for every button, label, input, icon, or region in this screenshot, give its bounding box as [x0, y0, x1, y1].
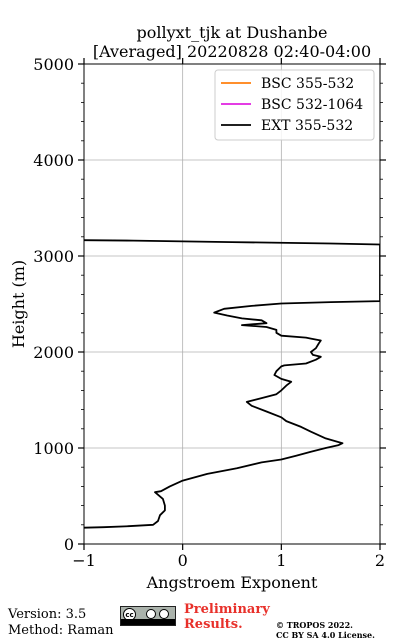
y-tick-label: 5000: [33, 55, 74, 74]
legend-label-0: BSC 355-532: [261, 76, 354, 92]
version-text: Version: 3.5: [8, 607, 87, 622]
x-tick-label: 2: [375, 551, 385, 570]
y-tick-label: 1000: [33, 439, 74, 458]
copyright-line2: CC BY SA 4.0 License.: [276, 630, 375, 640]
preliminary-line2: Results.: [184, 617, 243, 632]
x-axis-label: Angstroem Exponent: [146, 573, 318, 592]
copyright-line1: © TROPOS 2022.: [276, 620, 353, 630]
preliminary-line1: Preliminary: [184, 602, 270, 617]
copyright-note: © TROPOS 2022. CC BY SA 4.0 License.: [276, 620, 375, 640]
y-tick-label: 4000: [33, 151, 74, 170]
method-text: Method: Raman: [8, 623, 114, 638]
legend-label-1: BSC 532-1064: [261, 97, 363, 113]
sa-icon: [159, 609, 169, 619]
x-tick-label: −1: [72, 551, 96, 570]
y-tick-label: 2000: [33, 343, 74, 362]
legend-label-2: EXT 355-532: [261, 118, 353, 134]
y-axis-label: Height (m): [9, 260, 28, 348]
preliminary-note: Preliminary Results.: [184, 602, 270, 632]
x-tick-label: 0: [178, 551, 188, 570]
badge-bar: [121, 619, 175, 625]
y-tick-label: 0: [64, 535, 74, 554]
plot-frame: [83, 63, 381, 545]
chart-title-line1: pollyxt_tjk at Dushanbe: [136, 23, 327, 42]
legend-box: [214, 69, 375, 141]
legend: BSC 355-532 BSC 532-1064 EXT 355-532: [214, 69, 375, 141]
x-tick-label: 1: [276, 551, 286, 570]
series-lines: [84, 239, 380, 529]
chart-title-line2: [Averaged] 20220828 02:40-04:00: [93, 42, 371, 61]
by-icon: [146, 609, 156, 619]
cc-license-badge: cc: [120, 606, 176, 626]
footer-info: Version: 3.5 Method: Raman: [8, 607, 114, 639]
series-line-2: [84, 239, 380, 529]
y-tick-label: 3000: [33, 247, 74, 266]
